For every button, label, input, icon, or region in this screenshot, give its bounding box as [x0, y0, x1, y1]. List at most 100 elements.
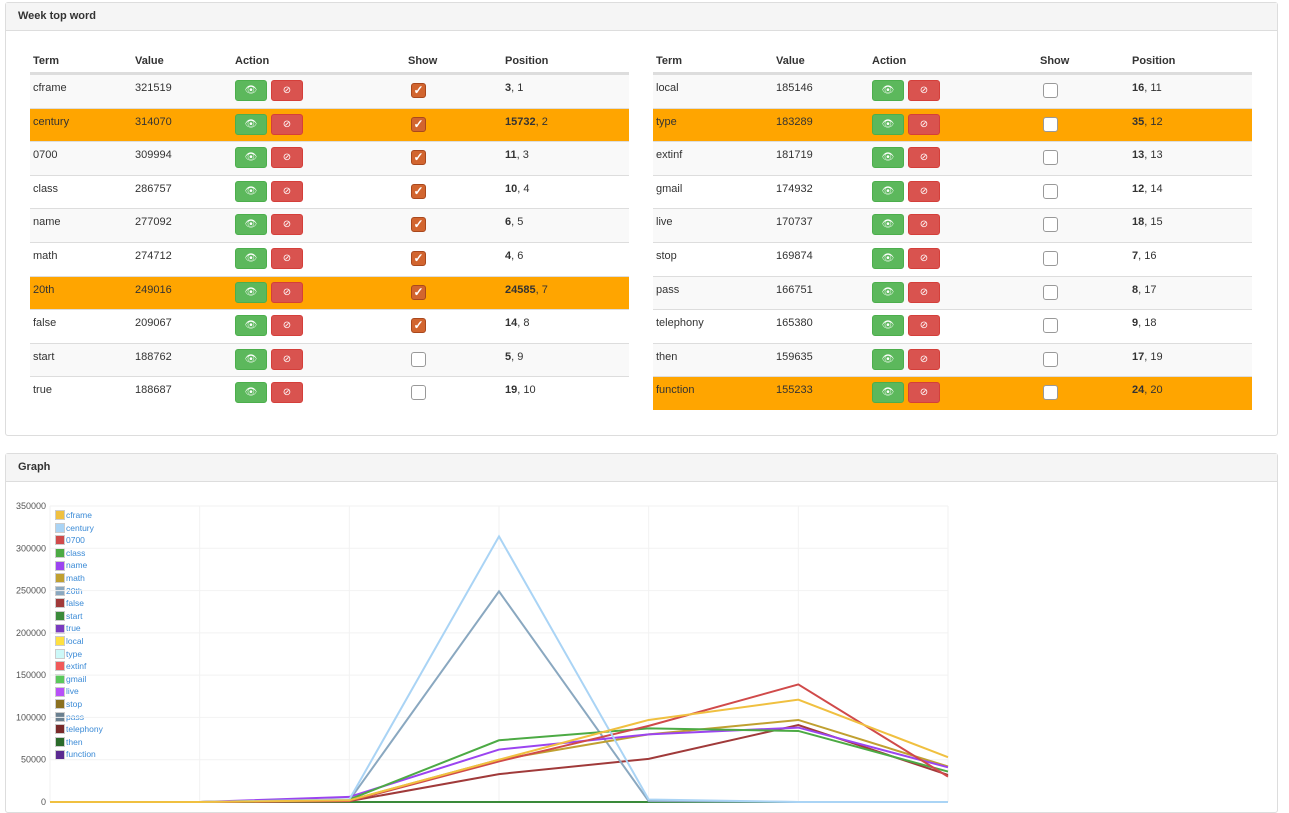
column-header-value[interactable]: Value — [776, 55, 805, 67]
show-checkbox[interactable] — [1043, 318, 1058, 334]
show-checkbox[interactable] — [411, 385, 426, 401]
legend-item[interactable]: math — [55, 572, 103, 585]
legend-item[interactable]: false — [55, 597, 103, 610]
show-button[interactable]: 👁 — [235, 80, 267, 101]
show-button[interactable]: 👁 — [872, 80, 904, 101]
show-button[interactable]: 👁 — [872, 214, 904, 236]
show-button[interactable]: 👁 — [872, 382, 904, 404]
column-header-show[interactable]: Show — [408, 55, 438, 67]
legend-item[interactable]: function — [55, 748, 103, 761]
show-checkbox[interactable]: ✓ — [411, 284, 426, 300]
show-button[interactable]: 👁 — [235, 281, 267, 303]
hide-button[interactable]: ⊘ — [271, 315, 303, 337]
column-header-action[interactable]: Action — [872, 55, 907, 67]
show-checkbox[interactable] — [1043, 83, 1058, 98]
show-button[interactable]: 👁 — [872, 247, 904, 269]
legend-item[interactable]: type — [55, 648, 103, 661]
table-row: name 277092 👁 ⊘ ✓ 6, 5 — [30, 208, 629, 242]
hide-button[interactable]: ⊘ — [271, 281, 303, 303]
show-button[interactable]: 👁 — [235, 315, 267, 337]
legend-item[interactable]: stop — [55, 698, 103, 711]
eye-icon: 👁 — [244, 286, 258, 298]
show-checkbox[interactable]: ✓ — [411, 116, 426, 132]
show-checkbox[interactable]: ✓ — [411, 183, 426, 199]
terms-table-left: Term Value Action Show Position cframe 32151… — [30, 46, 629, 410]
hide-button[interactable]: ⊘ — [271, 214, 303, 236]
hide-button[interactable]: ⊘ — [908, 147, 940, 169]
hide-button[interactable]: ⊘ — [908, 382, 940, 404]
legend-item[interactable]: extinf — [55, 660, 103, 673]
column-header-term[interactable]: Term — [33, 55, 60, 67]
show-button[interactable]: 👁 — [235, 113, 267, 135]
legend-item[interactable]: century — [55, 522, 103, 535]
hide-button[interactable]: ⊘ — [271, 180, 303, 202]
show-checkbox[interactable] — [1043, 183, 1058, 199]
hide-button[interactable]: ⊘ — [908, 348, 940, 370]
position-primary: 6 — [505, 216, 512, 229]
show-button[interactable]: 👁 — [872, 348, 904, 370]
show-checkbox[interactable] — [1043, 217, 1058, 233]
show-button[interactable]: 👁 — [235, 180, 267, 202]
legend-item[interactable]: 0700 — [55, 534, 103, 547]
show-button[interactable]: 👁 — [235, 382, 267, 404]
show-checkbox[interactable] — [1043, 284, 1058, 300]
show-button[interactable]: 👁 — [235, 247, 267, 269]
legend-item[interactable]: gmail — [55, 673, 103, 686]
hide-button[interactable]: ⊘ — [908, 80, 940, 101]
column-header-show[interactable]: Show — [1040, 55, 1070, 67]
show-button[interactable]: 👁 — [235, 214, 267, 236]
legend-item[interactable]: then — [55, 736, 103, 749]
legend-item[interactable]: start — [55, 610, 103, 623]
hide-button[interactable]: ⊘ — [908, 214, 940, 236]
show-button[interactable]: 👁 — [872, 147, 904, 169]
hide-button[interactable]: ⊘ — [908, 281, 940, 303]
legend-label: cframe — [66, 510, 92, 520]
hide-button[interactable]: ⊘ — [271, 348, 303, 370]
show-checkbox[interactable]: ✓ — [411, 83, 426, 98]
line-chart: 0 50000 100000 150000 200000 250000 300000 3500… — [16, 501, 949, 807]
column-header-value[interactable]: Value — [135, 55, 164, 67]
hide-button[interactable]: ⊘ — [271, 147, 303, 169]
show-checkbox[interactable] — [1043, 351, 1058, 367]
show-checkbox[interactable]: ✓ — [411, 318, 426, 334]
show-button[interactable]: 👁 — [872, 315, 904, 337]
show-button[interactable]: 👁 — [235, 348, 267, 370]
hide-button[interactable]: ⊘ — [908, 113, 940, 135]
position-cell: 8, 17 — [1132, 284, 1156, 296]
show-button[interactable]: 👁 — [872, 180, 904, 202]
show-checkbox[interactable]: ✓ — [411, 217, 426, 233]
legend-item[interactable]: local — [55, 635, 103, 648]
show-checkbox[interactable]: ✓ — [411, 150, 426, 166]
column-header-term[interactable]: Term — [656, 55, 683, 67]
show-checkbox[interactable]: ✓ — [411, 250, 426, 266]
legend-item[interactable]: name — [55, 559, 103, 572]
hide-button[interactable]: ⊘ — [271, 247, 303, 269]
show-checkbox[interactable] — [1043, 385, 1058, 401]
show-checkbox[interactable] — [411, 351, 426, 367]
hide-button[interactable]: ⊘ — [908, 180, 940, 202]
column-header-position[interactable]: Position — [1132, 55, 1176, 67]
column-header-action[interactable]: Action — [235, 55, 270, 67]
show-button[interactable]: 👁 — [872, 281, 904, 303]
hide-button[interactable]: ⊘ — [908, 247, 940, 269]
legend-item[interactable]: live — [55, 685, 103, 698]
show-button[interactable]: 👁 — [235, 147, 267, 169]
eye-icon: 👁 — [244, 252, 258, 264]
hide-button[interactable]: ⊘ — [271, 382, 303, 404]
position-cell: 3, 1 — [505, 82, 523, 94]
legend-item[interactable]: cframe — [55, 509, 103, 522]
legend-item[interactable]: telephony — [55, 723, 103, 736]
show-checkbox[interactable] — [1043, 116, 1058, 132]
series-line-cframe — [50, 698, 949, 803]
show-button[interactable]: 👁 — [872, 113, 904, 135]
value-cell: 286757 — [135, 182, 172, 195]
show-checkbox[interactable] — [1043, 150, 1058, 166]
legend-item[interactable]: pass — [55, 711, 103, 724]
hide-button[interactable]: ⊘ — [271, 80, 303, 101]
show-checkbox[interactable] — [1043, 250, 1058, 266]
hide-button[interactable]: ⊘ — [271, 113, 303, 135]
hide-button[interactable]: ⊘ — [908, 315, 940, 337]
eye-icon: 👁 — [881, 85, 895, 96]
legend-swatch — [55, 535, 65, 546]
column-header-position[interactable]: Position — [505, 55, 549, 67]
